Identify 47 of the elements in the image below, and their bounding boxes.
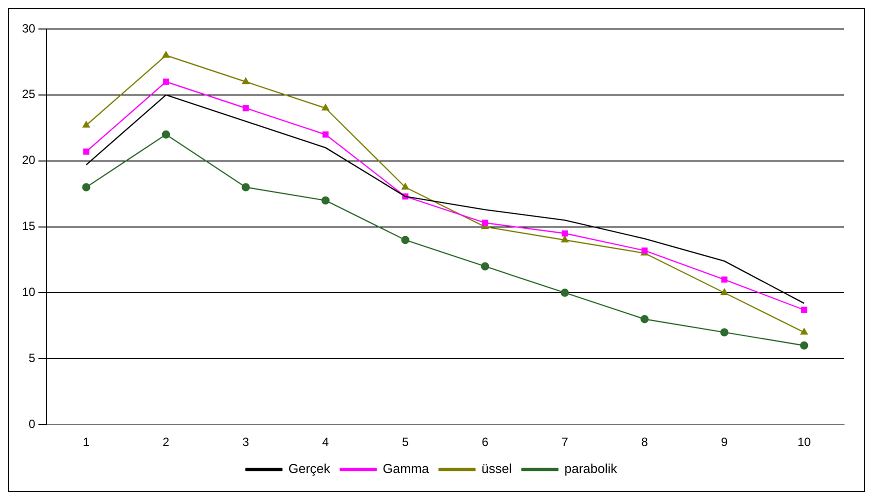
point: [242, 183, 250, 192]
x-tick-label: 9: [721, 435, 728, 450]
y-tick-label: 30: [22, 21, 36, 36]
point: [402, 183, 409, 190]
x-tick-label: 3: [242, 435, 250, 450]
y-tick-label: 25: [22, 87, 36, 102]
point: [322, 104, 330, 110]
x-tick-label: 10: [797, 435, 812, 450]
y-tick-label: 10: [22, 285, 36, 300]
point: [322, 131, 329, 138]
point: [162, 78, 170, 85]
point: [480, 262, 490, 270]
point: [242, 78, 250, 84]
point: [720, 288, 728, 296]
legend-label: parabolik: [564, 461, 618, 476]
point: [82, 121, 90, 128]
point: [721, 276, 728, 283]
point: [162, 51, 170, 58]
legend-label: üssel: [482, 461, 512, 476]
legend-label: Gamma: [382, 461, 430, 476]
y-tick-label: 5: [28, 350, 36, 365]
y-tick-label: 0: [28, 416, 36, 431]
y-tick-label: 15: [22, 219, 36, 234]
point: [801, 306, 808, 313]
x-tick-label: 6: [482, 435, 489, 450]
point: [482, 220, 488, 226]
point: [800, 341, 808, 350]
x-tick-label: 7: [561, 435, 568, 450]
point: [321, 196, 330, 205]
point: [242, 105, 249, 112]
point: [82, 183, 90, 192]
x-tick-label: 8: [641, 435, 648, 450]
point: [800, 328, 808, 335]
point: [562, 230, 568, 236]
x-tick-label: 4: [322, 435, 330, 450]
point: [83, 148, 90, 155]
y-tick-label: 20: [22, 153, 36, 168]
point: [401, 236, 410, 244]
x-tick-label: 5: [402, 435, 409, 450]
x-tick-label: 2: [162, 435, 170, 450]
legend-label: Gerçek: [288, 461, 331, 476]
point: [640, 315, 649, 324]
point: [561, 236, 568, 242]
x-tick-label: 1: [82, 435, 90, 450]
point: [162, 130, 170, 139]
point: [560, 288, 569, 297]
point: [720, 328, 728, 336]
